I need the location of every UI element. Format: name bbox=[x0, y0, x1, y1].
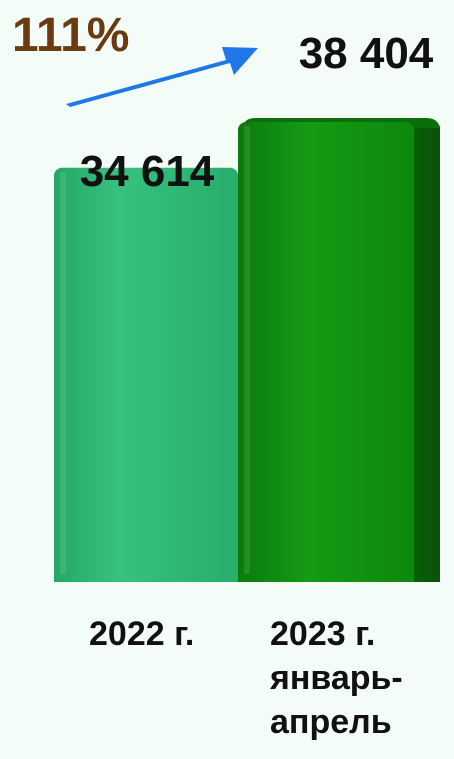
bar-2022-face bbox=[54, 167, 238, 582]
bar-2023-side bbox=[414, 126, 440, 582]
bar-2023-face bbox=[238, 122, 414, 582]
category-label-2023: 2023 г. январь- апрель bbox=[270, 615, 403, 741]
growth-percent-label: 111% bbox=[12, 9, 130, 62]
bar-2023-base bbox=[238, 572, 414, 582]
growth-arrow-group bbox=[66, 47, 258, 107]
bar-2022-highlight bbox=[60, 171, 66, 574]
category-label-2022: 2022 г. bbox=[89, 615, 195, 653]
value-label-1: 38 404 bbox=[299, 29, 434, 78]
bars-group bbox=[54, 118, 440, 582]
bar-2022 bbox=[54, 167, 238, 582]
bar-2023-highlight bbox=[244, 126, 250, 574]
growth-arrow-icon bbox=[66, 47, 258, 107]
value-label-0: 34 614 bbox=[80, 147, 215, 196]
bar-2022-base bbox=[54, 572, 238, 582]
value-labels-group: 34 614 38 404 bbox=[80, 29, 434, 196]
bar-2023 bbox=[238, 118, 440, 582]
